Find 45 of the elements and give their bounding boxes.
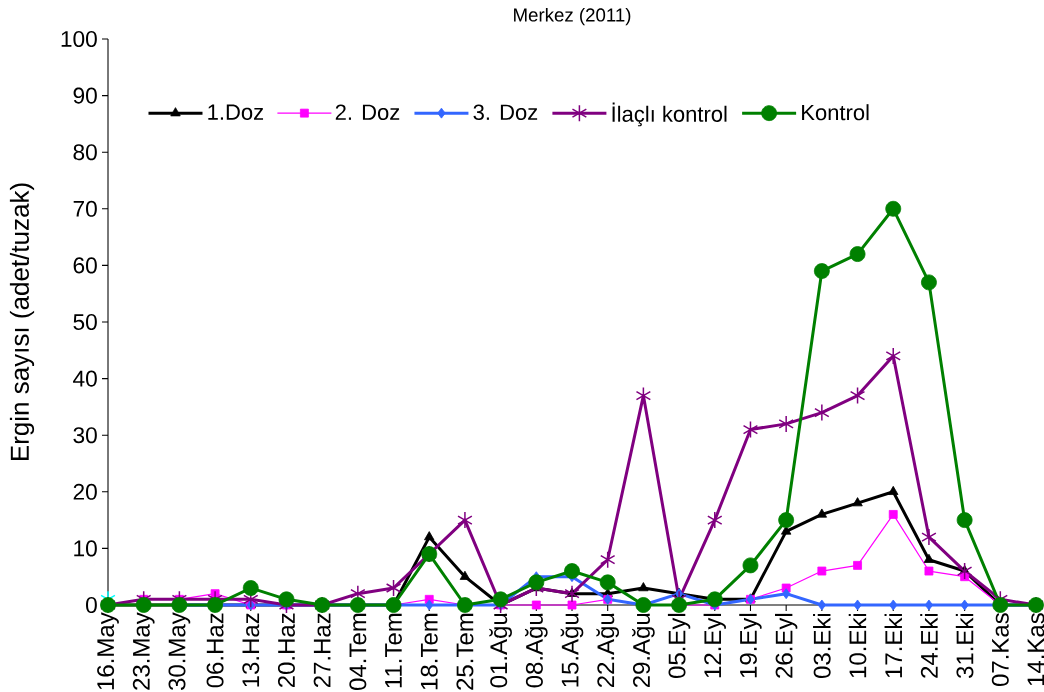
x-tick-label: 04.Tem bbox=[349, 613, 367, 691]
y-tick-label: 90 bbox=[73, 87, 97, 104]
x-tick-label: 30.May bbox=[168, 612, 191, 691]
x-tick-label: 25.Tem bbox=[456, 613, 474, 690]
x-tick-label: 05.Eyl bbox=[667, 613, 691, 679]
x-tick-label: 23.May bbox=[132, 612, 155, 690]
x-tick-label: 15.Ağu bbox=[560, 613, 584, 687]
y-tick-label: 80 bbox=[73, 144, 97, 161]
y-tick-label: 50 bbox=[73, 313, 97, 331]
y-axis-title: Ergin sayısı (adet/tuzak) bbox=[9, 183, 35, 461]
legend-label: 2. Doz bbox=[335, 104, 400, 121]
legend-label: Kontrol bbox=[802, 104, 869, 121]
y-tick-label: 70 bbox=[73, 200, 97, 217]
x-tick-label: 29.Ağu bbox=[632, 613, 655, 688]
x-tick-label: 14.Kas bbox=[1027, 613, 1044, 686]
x-tick-label: 31.Eki bbox=[955, 613, 974, 679]
x-tick-label: 19.Eyl bbox=[739, 613, 762, 678]
legend-label: 1.Doz bbox=[208, 104, 264, 120]
x-tick-label: 24.Eki bbox=[920, 613, 938, 678]
y-tick-label: 100 bbox=[61, 30, 97, 48]
x-tick-label: 22.Ağu bbox=[596, 613, 620, 688]
legend-label: İlaçlı kontrol bbox=[612, 102, 727, 127]
x-tick-label: 03.Eki bbox=[813, 613, 831, 679]
chart-title: Merkez (2011) bbox=[514, 7, 631, 26]
x-tick-label: 18.Tem bbox=[420, 613, 438, 690]
x-tick-label: 01.Ağu bbox=[489, 613, 512, 688]
x-tick-label: 11.Tem bbox=[385, 613, 402, 688]
x-tick-label: 20.Haz bbox=[277, 613, 295, 688]
y-tick-label: 20 bbox=[73, 483, 97, 500]
y-tick-label: 0 bbox=[86, 596, 97, 614]
x-tick-label: 27.Haz bbox=[313, 613, 331, 688]
x-tick-label: 12.Eyl bbox=[703, 613, 726, 678]
y-tick-label: 40 bbox=[73, 370, 97, 387]
x-tick-label: 16.May bbox=[97, 612, 119, 690]
y-tick-label: 30 bbox=[73, 427, 97, 444]
x-tick-label: 07.Kas bbox=[991, 613, 1009, 687]
x-tick-label: 10.Eki bbox=[848, 613, 867, 678]
y-tick-label: 10 bbox=[74, 540, 97, 557]
legend-label: 3. Doz bbox=[473, 104, 538, 121]
x-tick-label: 08.Ağu bbox=[524, 613, 548, 688]
x-tick-label: 13.Haz bbox=[242, 613, 260, 687]
x-tick-label: 17.Eki bbox=[884, 613, 902, 678]
x-tick-label: 26.Eyl bbox=[774, 613, 798, 678]
y-tick-label: 60 bbox=[73, 257, 97, 274]
x-tick-label: 06.Haz bbox=[206, 613, 224, 688]
